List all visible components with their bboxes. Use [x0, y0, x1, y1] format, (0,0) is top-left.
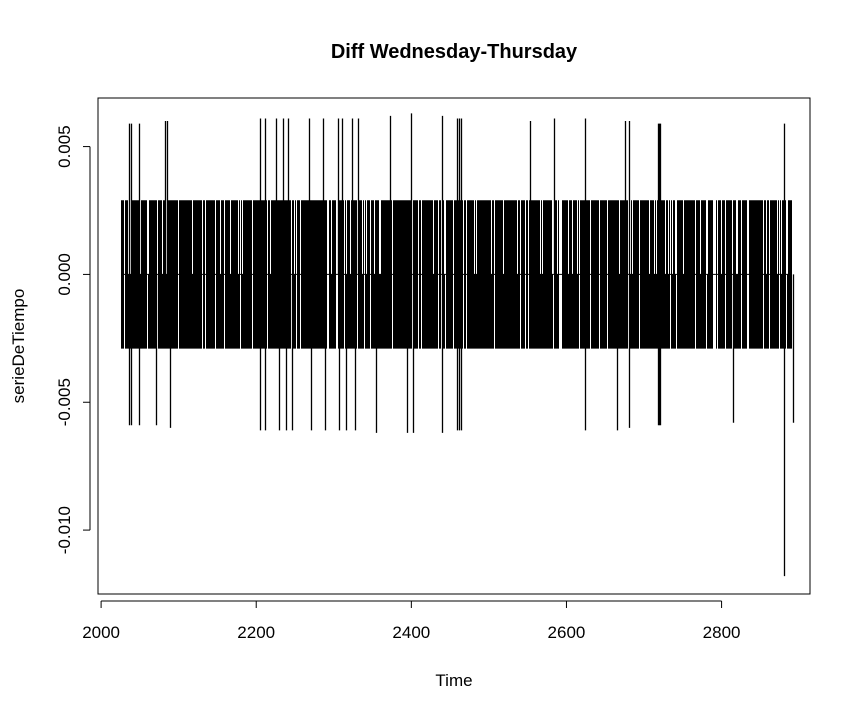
y-tick-label: -0.005	[55, 378, 74, 426]
x-tick-label: 2400	[392, 623, 430, 642]
x-tick-label: 2000	[82, 623, 120, 642]
x-tick-label: 2200	[237, 623, 275, 642]
plot-frame	[97, 97, 811, 595]
x-tick-label: 2600	[548, 623, 586, 642]
y-axis-label: serieDeTiempo	[9, 289, 28, 404]
plot-data	[121, 113, 795, 577]
x-axis: 2000 2200 2400 2600 2800	[82, 600, 741, 642]
y-tick-label: -0.010	[55, 506, 74, 554]
chart-title: Diff Wednesday-Thursday	[331, 41, 578, 63]
x-tick-label: 2800	[703, 623, 741, 642]
x-axis-label: Time	[435, 671, 472, 690]
y-axis: -0.010 -0.005 0.000 0.005	[55, 125, 91, 554]
y-tick-label: 0.000	[55, 253, 74, 296]
y-tick-label: 0.005	[55, 125, 74, 168]
